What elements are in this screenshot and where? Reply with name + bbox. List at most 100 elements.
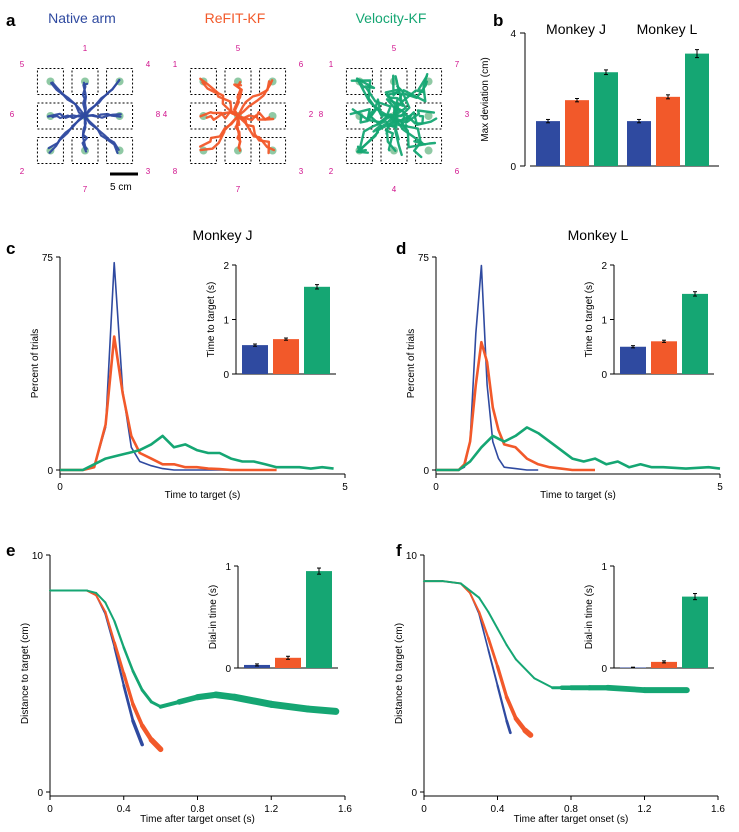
target-box bbox=[259, 67, 287, 95]
target-number: 7 bbox=[236, 185, 241, 194]
series-velocity-kf-segment bbox=[131, 669, 144, 692]
target-number: 8 bbox=[156, 110, 161, 119]
target-box bbox=[345, 67, 373, 95]
target-box bbox=[259, 137, 287, 165]
series-velocity-kf-segment bbox=[85, 589, 98, 594]
x-tick-label: 1.2 bbox=[638, 804, 652, 815]
x-axis-label: Time after target onset (s) bbox=[514, 814, 629, 825]
bar-chart-max-deviation: 4 0 Max deviation (cm) Monkey J Monkey L bbox=[480, 21, 719, 173]
series-refit-kf-segment bbox=[113, 641, 126, 675]
series-native-arm-segment bbox=[478, 613, 490, 651]
target-box bbox=[36, 102, 64, 130]
series-native-arm-segment bbox=[496, 684, 508, 723]
x-tick-label: 0 bbox=[47, 804, 53, 815]
chart-title: Monkey J bbox=[193, 227, 253, 243]
inset-d-bar-2 bbox=[682, 293, 708, 374]
series-refit-kf-segment bbox=[522, 727, 534, 738]
target-box bbox=[36, 67, 64, 95]
y-tick-label: 75 bbox=[42, 253, 54, 264]
reach-panel-2: Velocity-KF 5 7 3 6 4 2 8 1 bbox=[319, 10, 470, 194]
series-native-arm-segment bbox=[487, 648, 499, 687]
y-tick-label: 10 bbox=[32, 551, 44, 562]
trajectory bbox=[236, 79, 274, 118]
inset-bar-chart: 0 1 2 Time to target (s) bbox=[206, 261, 336, 381]
y-axis-label: Max deviation (cm) bbox=[480, 57, 491, 141]
chart-title: Monkey L bbox=[568, 227, 629, 243]
series-native-arm-segment bbox=[122, 683, 135, 723]
target-number: 4 bbox=[146, 60, 151, 69]
x-tick-label: 1.2 bbox=[264, 804, 278, 815]
target-number: 3 bbox=[465, 110, 470, 119]
target-number: 1 bbox=[173, 60, 178, 69]
trajectory bbox=[201, 81, 240, 118]
series-velocity-kf-segment bbox=[441, 580, 462, 585]
inset-e-bar-1 bbox=[275, 657, 301, 668]
x-tick-label: 0.8 bbox=[564, 804, 578, 815]
target-number: 1 bbox=[83, 44, 88, 53]
target-box bbox=[106, 137, 134, 165]
target-box bbox=[189, 67, 217, 95]
trajectory bbox=[51, 114, 87, 120]
b-g1-bar-2 bbox=[685, 53, 709, 166]
reach-panel-0: Native arm 1 4 8 3 7 2 6 5 bbox=[10, 10, 161, 194]
x-tick-label: 0 bbox=[57, 482, 63, 493]
inset-y-tick-label: 1 bbox=[223, 316, 229, 327]
x-axis-label: Time to target (s) bbox=[540, 490, 616, 501]
series-velocity-kf bbox=[436, 426, 721, 472]
series-refit-kf-segment bbox=[148, 737, 164, 753]
reach-panel-title: ReFIT-KF bbox=[205, 10, 266, 26]
trajectory bbox=[392, 114, 423, 159]
trajectory bbox=[83, 79, 121, 118]
target-box bbox=[345, 102, 373, 130]
trajectory bbox=[385, 114, 398, 152]
trajectory bbox=[48, 114, 87, 154]
target-number: 3 bbox=[146, 167, 151, 176]
inset-e-bar-0 bbox=[244, 664, 270, 668]
target-box bbox=[189, 102, 217, 130]
inset-y-axis-label: Dial-in time (s) bbox=[584, 585, 595, 649]
series-refit-kf bbox=[60, 335, 277, 472]
series-velocity-kf-segment bbox=[230, 693, 275, 708]
series-refit-kf-segment bbox=[495, 664, 509, 699]
series-velocity-kf-segment bbox=[496, 627, 508, 647]
inset-y-tick-label: 0 bbox=[223, 370, 229, 381]
reach-panel-title: Velocity-KF bbox=[356, 10, 427, 26]
panel-label-f: f bbox=[396, 541, 402, 560]
series-refit-kf-segment bbox=[95, 594, 107, 613]
line-chart-c: Monkey J 0 75 0 5 Time to target (s) Percent o… bbox=[30, 227, 348, 501]
inset-bar-chart: 0 1 Dial-in time (s) bbox=[584, 562, 714, 675]
series-velocity-kf-segment bbox=[113, 620, 125, 649]
y-axis-label: Percent of trials bbox=[30, 329, 41, 398]
panel-label-c: c bbox=[6, 239, 15, 258]
y-tick-label: 0 bbox=[37, 788, 43, 799]
scale-bar: 5 cm bbox=[110, 172, 138, 193]
group-title: Monkey L bbox=[637, 21, 698, 37]
group-title: Monkey J bbox=[546, 21, 606, 37]
x-tick-label: 1.6 bbox=[711, 804, 725, 815]
inset-e-bar-2 bbox=[306, 571, 332, 668]
x-tick-label: 5 bbox=[717, 482, 723, 493]
trajectory bbox=[392, 114, 437, 149]
series-refit-kf-segment bbox=[131, 702, 145, 728]
inset-c-bar-2 bbox=[304, 286, 330, 374]
inset-y-tick-label: 1 bbox=[225, 562, 231, 573]
trajectory bbox=[50, 82, 87, 118]
target-box bbox=[345, 137, 373, 165]
target-number: 8 bbox=[173, 167, 178, 176]
target-box bbox=[415, 137, 443, 165]
target-box bbox=[415, 102, 443, 130]
trajectory bbox=[82, 82, 89, 118]
trajectory bbox=[51, 81, 87, 118]
target-box bbox=[106, 67, 134, 95]
trajectory bbox=[384, 114, 399, 152]
series-velocity-kf-segment bbox=[122, 646, 135, 673]
x-tick-label: 5 bbox=[342, 482, 348, 493]
trajectory bbox=[199, 77, 240, 118]
b-g1-bar-0 bbox=[627, 121, 651, 166]
series-velocity-kf-segment bbox=[267, 700, 312, 713]
trajectory bbox=[355, 77, 396, 118]
y-axis-label: Distance to target (cm) bbox=[20, 623, 31, 724]
